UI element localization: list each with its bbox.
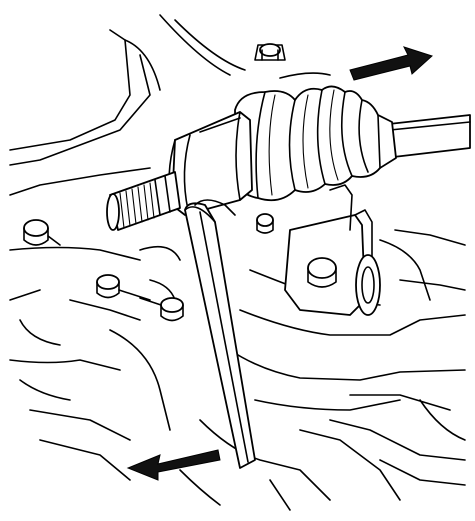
- cv-boot: [234, 85, 397, 202]
- pull-direction-arrow: [349, 46, 433, 81]
- bolt-left-1: [23, 219, 61, 246]
- arrow-right-icon: [349, 46, 433, 81]
- arrow-left-icon: [126, 449, 221, 481]
- spline-teeth: [119, 182, 155, 229]
- splined-shaft: [106, 171, 181, 231]
- bolt-middle: [256, 213, 274, 234]
- transaxle-case: [9, 14, 331, 481]
- axle-shaft: [379, 114, 471, 159]
- bolt-upper: [254, 43, 286, 61]
- bracket: [284, 184, 381, 316]
- pry-bar: [184, 199, 256, 469]
- bolt-left-3: [139, 297, 184, 322]
- pry-direction-arrow: [126, 449, 221, 481]
- bolt-left-2: [96, 274, 151, 301]
- mounting-bolts: [23, 43, 286, 322]
